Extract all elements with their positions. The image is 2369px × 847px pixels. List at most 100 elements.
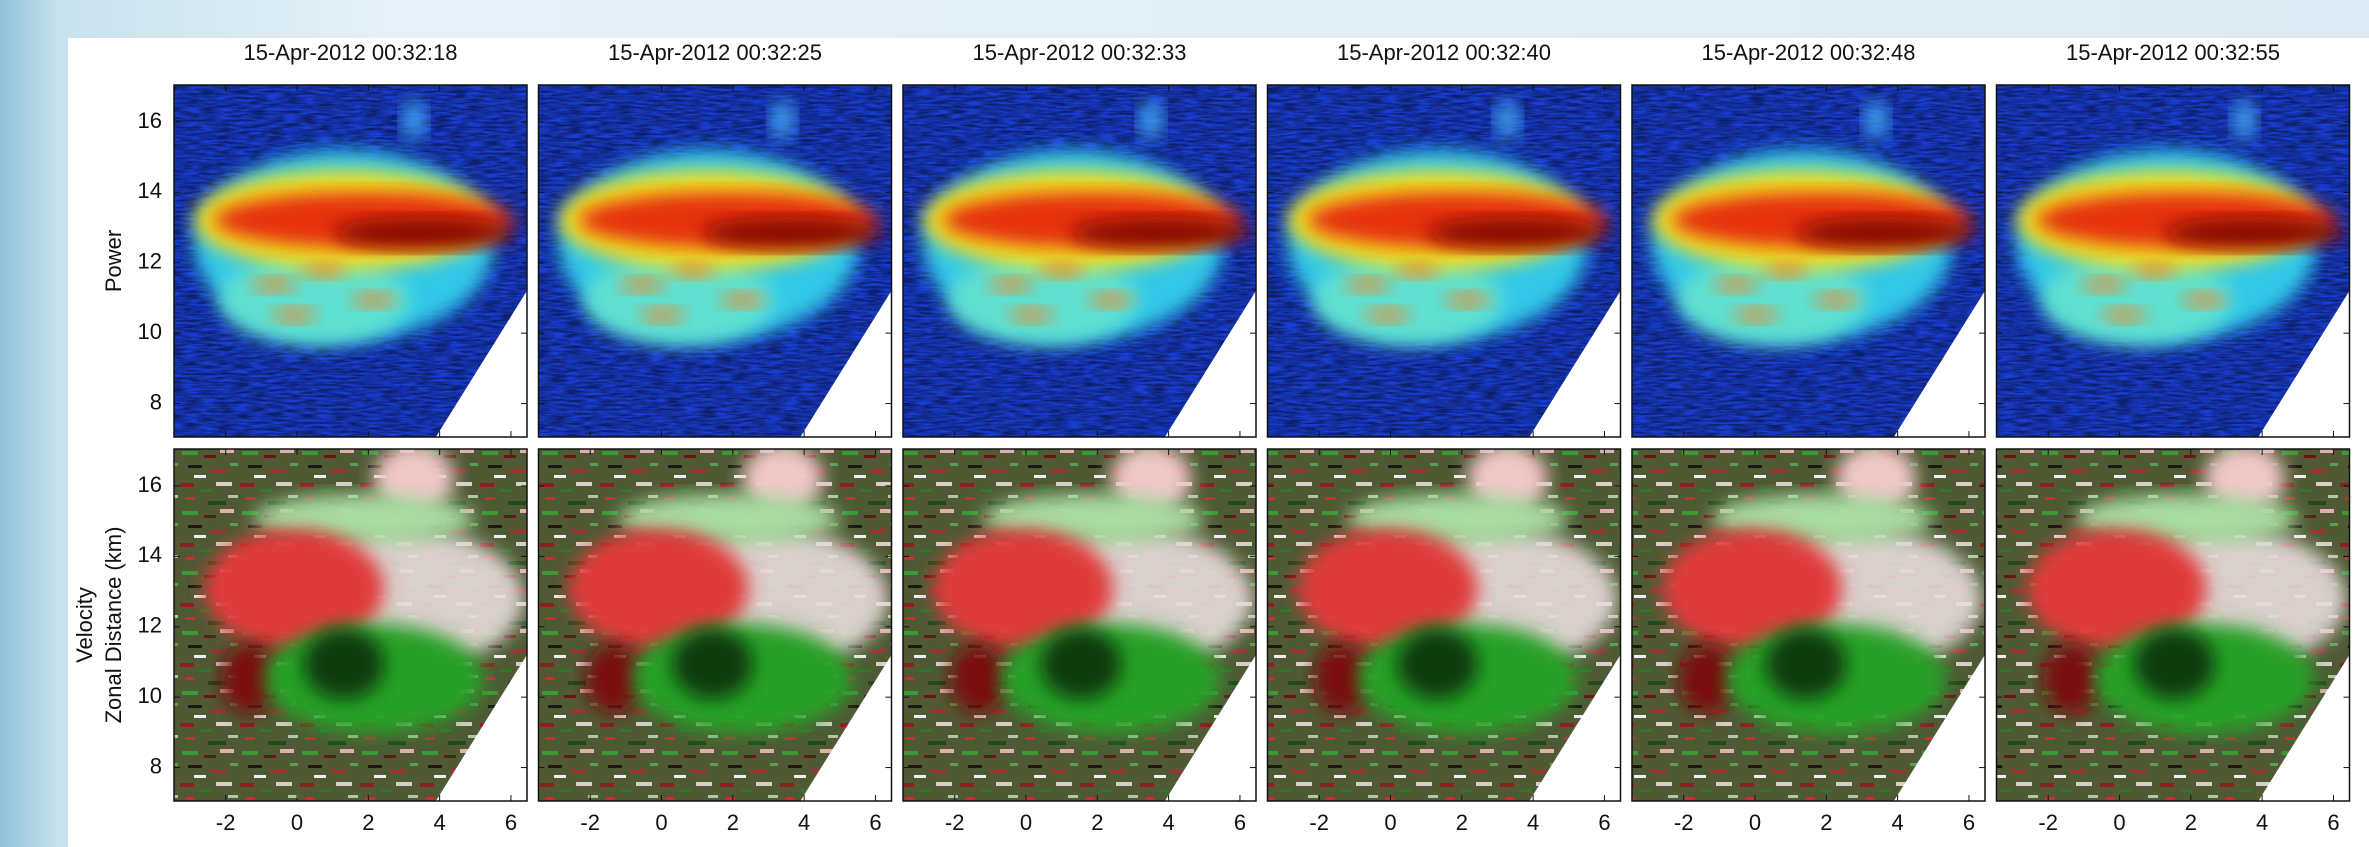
panel-title: 15-Apr-2012 00:32:33 [972,40,1186,65]
echo-patch [1734,307,1778,323]
x-tick-label: 6 [1963,810,1975,835]
dark-green [304,629,384,699]
echo-core [1428,217,1608,249]
x-tick-label: 2 [727,810,739,835]
x-tick-label: 6 [1234,810,1246,835]
echo-patch [2103,307,2147,323]
echo-patch [2083,277,2127,293]
echo-patch [1814,292,1858,308]
echo-patch [721,292,765,308]
velocity-panel [1268,444,1622,802]
x-tick-label: 2 [1091,810,1103,835]
power-panel [539,85,893,438]
x-tick-label: 4 [798,810,810,835]
y-tick-label: 14 [138,542,162,567]
velocity-panel [1997,444,2351,802]
echo-small [2233,100,2257,140]
panel-image [903,85,1257,438]
dark-green [1398,629,1478,699]
echo-core [703,217,883,249]
panel-title: 15-Apr-2012 00:32:55 [2066,40,2280,65]
y-tick-label: 16 [138,472,162,497]
velocity-panel [539,444,893,802]
y-tick-label: 8 [150,753,162,778]
panel-image [539,444,893,802]
echo-patch [621,277,665,293]
x-tick-label: -2 [1309,810,1329,835]
panel-image [1997,85,2351,438]
panel-title: 15-Apr-2012 00:32:25 [608,40,822,65]
power-panel [903,85,1257,438]
y-axis-label: Zonal Distance (km) [101,527,126,724]
y-tick-label: 12 [138,249,162,274]
x-tick-label: 2 [2185,810,2197,835]
x-tick-label: 6 [2327,810,2339,835]
y-tick-label: 8 [150,389,162,414]
y-tick-label: 10 [138,683,162,708]
echo-patch [989,277,1033,293]
echo-small [1496,100,1520,140]
echo-small [402,100,426,140]
echo-patch [1714,277,1758,293]
echo-small [1864,100,1888,140]
echo-patch [1039,262,1083,278]
x-tick-label: 0 [291,810,303,835]
echo-patch [2183,292,2227,308]
x-tick-label: 4 [1163,810,1175,835]
row-label: Power [101,230,126,292]
panel-image [174,85,528,438]
echo-patch [302,262,346,278]
x-tick-label: 4 [1892,810,1904,835]
x-tick-label: 2 [1820,810,1832,835]
panel-title: 15-Apr-2012 00:32:48 [1701,40,1915,65]
x-tick-label: -2 [216,810,236,835]
velocity-panel [903,444,1257,802]
x-tick-label: 2 [1456,810,1468,835]
panel-image [1632,444,1986,802]
power-panel [174,85,528,438]
echo-core [1071,217,1251,249]
page: 15-Apr-2012 00:32:18810121416-2024681012… [0,0,2369,847]
velocity-panel [1632,444,1986,802]
power-panel [1268,85,1622,438]
echo-patch [1009,307,1053,323]
power-panel [1632,85,1986,438]
panel-image [1268,85,1622,438]
x-tick-label: 6 [1598,810,1610,835]
x-tick-label: 6 [869,810,881,835]
dark-green [1041,629,1121,699]
panel-image [903,444,1257,802]
echo-patch [1446,292,1490,308]
x-tick-label: 0 [2113,810,2125,835]
echo-patch [641,307,685,323]
x-tick-label: -2 [2038,810,2058,835]
figure: 15-Apr-2012 00:32:18810121416-2024681012… [0,0,2369,847]
echo-core [334,217,514,249]
dark-green [2135,629,2215,699]
panel-image [1632,85,1986,438]
dark-red [950,644,1006,714]
panel-title: 15-Apr-2012 00:32:40 [1337,40,1551,65]
x-tick-label: 2 [362,810,374,835]
echo-patch [1366,307,1410,323]
echo-small [771,100,795,140]
echo-patch [1396,262,1440,278]
panel-image [1997,444,2351,802]
panel-image [174,444,528,802]
row-label: Velocity [72,587,97,663]
echo-patch [1764,262,1808,278]
x-tick-label: 0 [1749,810,1761,835]
echo-small [1139,100,1163,140]
x-tick-label: 6 [505,810,517,835]
x-tick-label: 4 [434,810,446,835]
x-tick-label: 4 [1527,810,1539,835]
velocity-panel [174,444,528,802]
echo-core [1796,217,1976,249]
dark-green [673,629,753,699]
echo-patch [1346,277,1390,293]
y-tick-label: 12 [138,613,162,638]
dark-red [2044,644,2100,714]
echo-core [2165,217,2345,249]
panel-image [1268,444,1622,802]
echo-patch [671,262,715,278]
